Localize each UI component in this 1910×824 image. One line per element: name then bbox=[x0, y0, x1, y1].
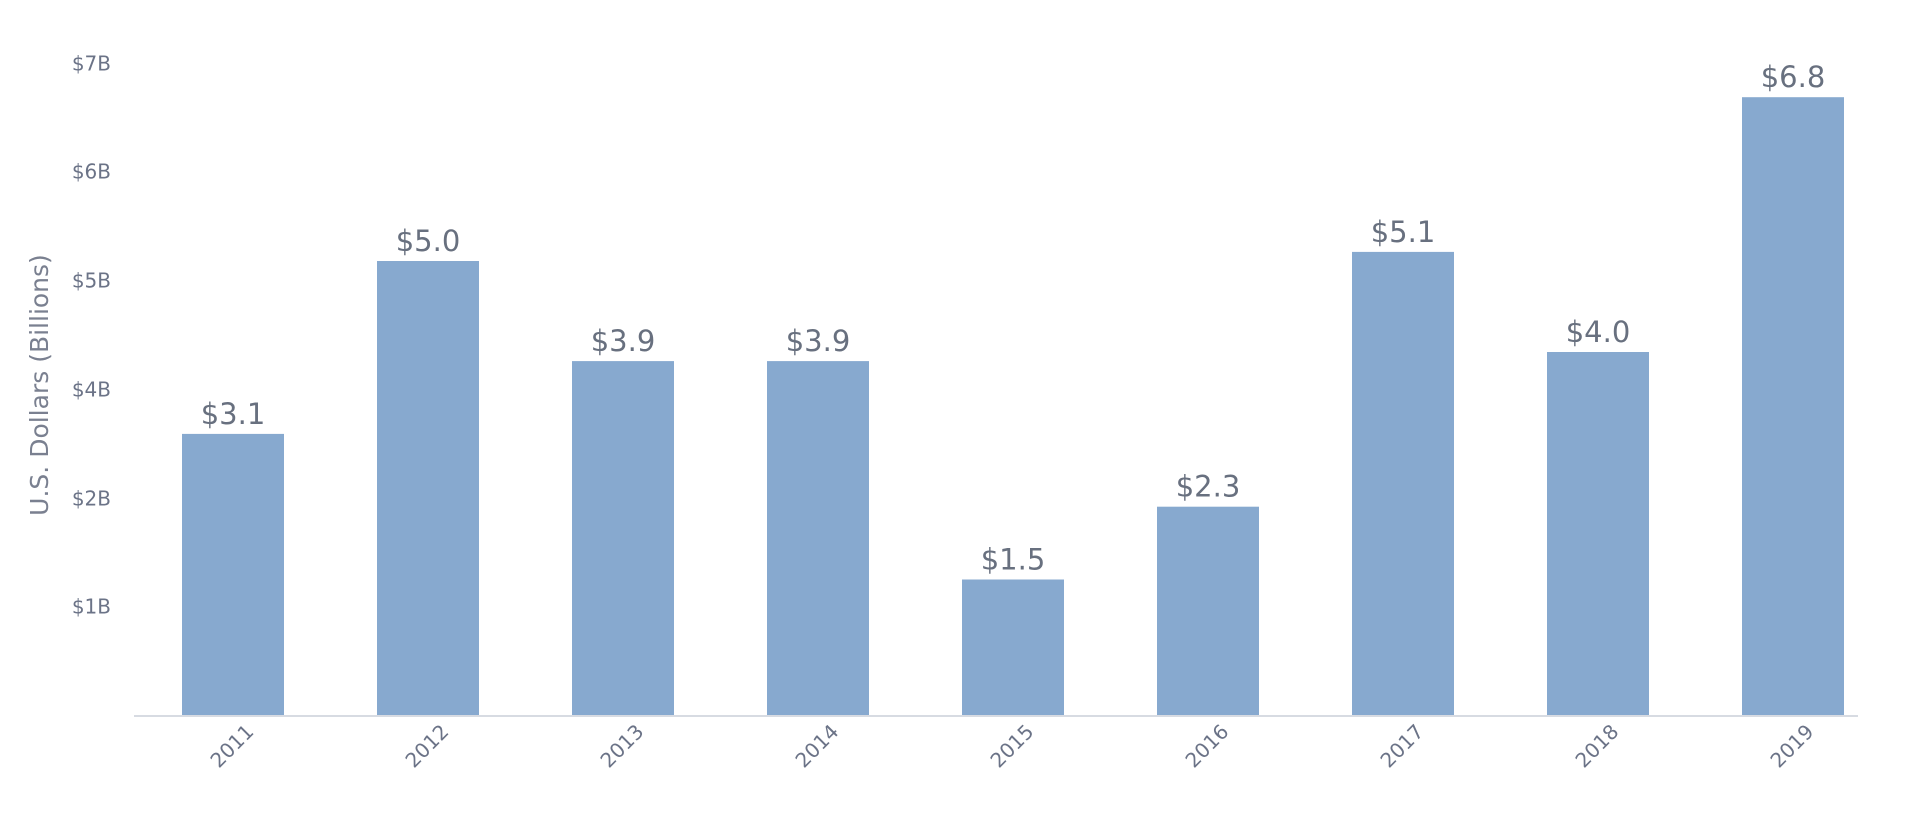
y-axis-title: U.S. Dollars (Billions) bbox=[25, 254, 54, 516]
bar-value-label: $3.1 bbox=[201, 397, 266, 431]
chart-bar bbox=[1742, 97, 1844, 716]
y-axis-ticks: $1B $2B $4B $5B $6B $7B bbox=[72, 52, 111, 619]
bars-group bbox=[182, 97, 1844, 716]
y-tick-label: $2B bbox=[72, 487, 111, 511]
bar-value-label: $1.5 bbox=[981, 543, 1046, 577]
x-axis-labels: 2011 2012 2013 2014 2015 2016 2017 2018 2019 bbox=[205, 719, 1818, 772]
y-tick-label: $1B bbox=[72, 595, 111, 619]
chart-bar bbox=[377, 261, 479, 716]
bar-value-label: $4.0 bbox=[1566, 315, 1631, 349]
x-axis-label: 2017 bbox=[1375, 719, 1428, 772]
x-axis-label: 2015 bbox=[985, 719, 1038, 772]
y-tick-label: $6B bbox=[72, 160, 111, 184]
x-axis-label: 2016 bbox=[1180, 719, 1233, 772]
y-tick-label: $7B bbox=[72, 52, 111, 76]
value-labels-group: $3.1 $5.0 $3.9 $3.9 $1.5 $2.3 $5.1 $4.0 $6.8 bbox=[201, 60, 1826, 576]
chart-bar bbox=[1157, 506, 1259, 716]
x-axis-label: 2013 bbox=[595, 719, 648, 772]
x-axis-label: 2011 bbox=[205, 719, 258, 772]
chart-bar bbox=[962, 579, 1064, 716]
bar-value-label: $5.0 bbox=[396, 224, 461, 258]
y-tick-label: $5B bbox=[72, 269, 111, 293]
bar-value-label: $6.8 bbox=[1761, 60, 1826, 94]
x-axis-label: 2019 bbox=[1765, 719, 1818, 772]
chart-bar bbox=[767, 361, 869, 716]
y-tick-label: $4B bbox=[72, 378, 111, 402]
x-axis-label: 2014 bbox=[790, 719, 843, 772]
bar-value-label: $3.9 bbox=[591, 324, 656, 358]
bar-value-label: $5.1 bbox=[1371, 215, 1436, 249]
chart-bar bbox=[182, 433, 284, 716]
chart-bar bbox=[1547, 352, 1649, 716]
chart-bar bbox=[572, 361, 674, 716]
x-axis-label: 2012 bbox=[400, 719, 453, 772]
bar-value-label: $3.9 bbox=[786, 324, 851, 358]
x-axis-label: 2018 bbox=[1570, 719, 1623, 772]
chart-bar bbox=[1352, 251, 1454, 716]
bar-value-label: $2.3 bbox=[1176, 470, 1241, 504]
